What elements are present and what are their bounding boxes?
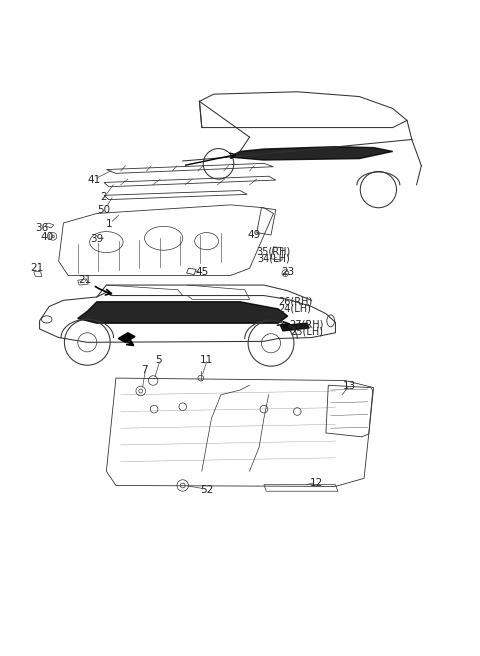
Polygon shape	[281, 323, 309, 331]
Polygon shape	[118, 333, 135, 342]
Text: 25(LH): 25(LH)	[290, 326, 324, 337]
Text: 12: 12	[310, 478, 323, 488]
Text: 1: 1	[106, 219, 112, 229]
Text: 5: 5	[156, 356, 162, 365]
Text: 21: 21	[31, 263, 44, 274]
Text: 11: 11	[200, 355, 213, 365]
Text: 52: 52	[200, 485, 213, 495]
Text: 2: 2	[101, 192, 108, 202]
Text: 23: 23	[281, 267, 294, 277]
Text: 50: 50	[97, 205, 110, 215]
Text: 26(RH): 26(RH)	[278, 297, 312, 307]
Text: 45: 45	[195, 267, 208, 277]
Text: 21: 21	[78, 276, 92, 285]
Text: 13: 13	[343, 381, 356, 391]
Text: 27(RH): 27(RH)	[289, 319, 324, 329]
Text: 35(RH): 35(RH)	[256, 247, 290, 256]
Text: 49: 49	[248, 230, 261, 240]
Text: 41: 41	[88, 175, 101, 185]
Polygon shape	[230, 147, 393, 160]
Text: 36: 36	[36, 223, 48, 233]
Text: 40: 40	[40, 232, 53, 242]
Text: 24(LH): 24(LH)	[278, 304, 312, 314]
Text: 34(LH): 34(LH)	[257, 254, 290, 264]
Polygon shape	[78, 302, 288, 323]
Text: 7: 7	[141, 365, 148, 375]
Text: 39: 39	[90, 234, 104, 244]
